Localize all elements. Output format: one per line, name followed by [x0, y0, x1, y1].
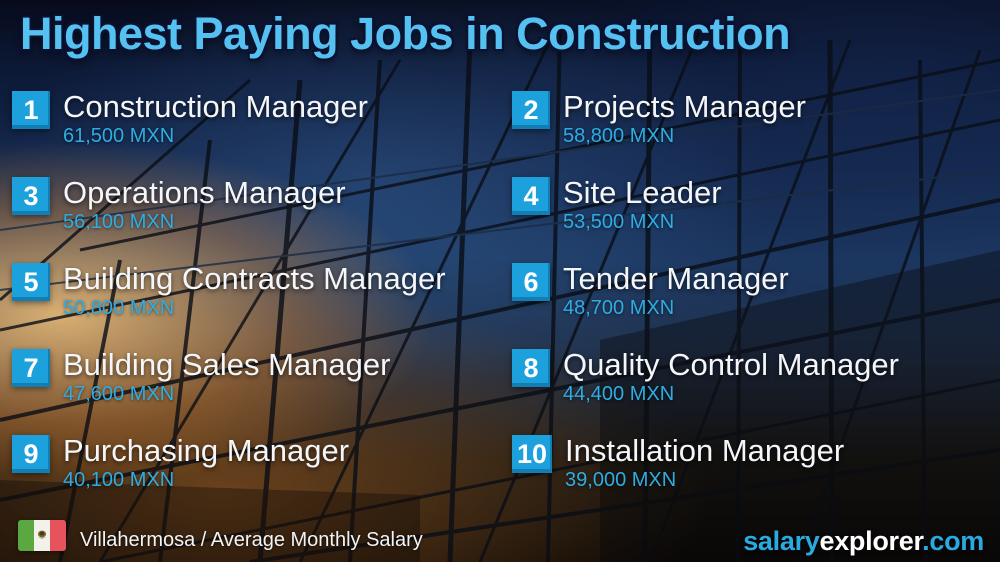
job-item-6: 6 Tender Manager 48,700 MXN [512, 260, 988, 346]
job-item-5: 5 Building Contracts Manager 50,800 MXN [12, 260, 512, 346]
rank-badge: 8 [512, 349, 550, 387]
job-title: Building Sales Manager [63, 347, 391, 382]
job-salary: 47,600 MXN [63, 383, 175, 405]
job-item-3: 3 Operations Manager 56,100 MXN [12, 174, 512, 260]
job-title: Construction Manager [63, 89, 368, 124]
job-salary: 39,000 MXN [565, 469, 677, 491]
job-title: Operations Manager [63, 175, 346, 210]
job-title: Projects Manager [563, 89, 806, 124]
job-salary: 61,500 MXN [63, 125, 175, 147]
job-item-2: 2 Projects Manager 58,800 MXN [512, 88, 988, 174]
job-title: Quality Control Manager [563, 347, 899, 382]
job-salary: 53,500 MXN [563, 211, 675, 233]
brand-domain: .com [922, 526, 984, 556]
job-salary: 56,100 MXN [63, 211, 175, 233]
job-salary: 40,100 MXN [63, 469, 175, 491]
brand-logo: salaryexplorer.com [743, 526, 984, 557]
brand-salary: salary [743, 526, 820, 556]
rank-badge: 10 [512, 435, 553, 473]
job-item-7: 7 Building Sales Manager 47,600 MXN [12, 346, 512, 432]
job-title: Tender Manager [563, 261, 789, 296]
job-salary: 48,700 MXN [563, 297, 675, 319]
rank-badge: 1 [12, 91, 50, 129]
location-caption: Villahermosa / Average Monthly Salary [80, 529, 423, 551]
job-item-10: 10 Installation Manager 39,000 MXN [512, 432, 988, 518]
rank-badge: 3 [12, 177, 50, 215]
job-title: Purchasing Manager [63, 433, 350, 468]
page-title: Highest Paying Jobs in Construction [20, 8, 791, 59]
job-title: Installation Manager [565, 433, 845, 468]
job-title: Site Leader [563, 175, 722, 210]
job-item-9: 9 Purchasing Manager 40,100 MXN [12, 432, 512, 518]
rank-badge: 6 [512, 263, 550, 301]
job-item-1: 1 Construction Manager 61,500 MXN [12, 88, 512, 174]
job-salary: 44,400 MXN [563, 383, 675, 405]
mexico-flag-icon [18, 520, 66, 551]
rank-badge: 4 [512, 177, 550, 215]
brand-explorer: explorer [819, 526, 923, 556]
job-item-4: 4 Site Leader 53,500 MXN [512, 174, 988, 260]
rank-badge: 7 [12, 349, 50, 387]
jobs-list: 1 Construction Manager 61,500 MXN 2 Proj… [12, 88, 988, 518]
job-title: Building Contracts Manager [63, 261, 446, 296]
rank-badge: 2 [512, 91, 550, 129]
rank-badge: 9 [12, 435, 50, 473]
job-item-8: 8 Quality Control Manager 44,400 MXN [512, 346, 988, 432]
rank-badge: 5 [12, 263, 50, 301]
flag-eagle-emblem-icon [38, 530, 46, 539]
job-salary: 58,800 MXN [563, 125, 675, 147]
job-salary: 50,800 MXN [63, 297, 175, 319]
